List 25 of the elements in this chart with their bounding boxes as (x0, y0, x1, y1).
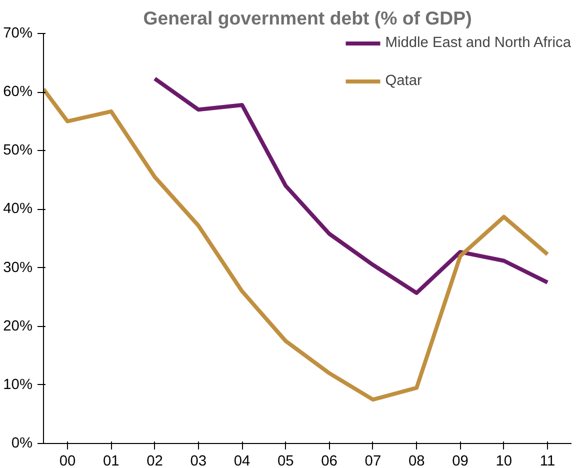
x-tick-label: 08 (408, 454, 425, 468)
x-tick-label: 00 (59, 454, 76, 468)
y-tick-label: 50% (3, 142, 33, 159)
legend-label: Qatar (385, 73, 422, 89)
y-tick-label: 70% (3, 26, 33, 42)
x-tick-label: 05 (278, 454, 294, 468)
x-tick-label: 06 (321, 454, 338, 468)
x-tick-label: 11 (540, 454, 556, 468)
x-tick-label: 01 (102, 454, 120, 468)
x-tick-label: 09 (452, 454, 468, 468)
x-tick-label: 02 (146, 454, 163, 468)
x-tick-label: 07 (364, 454, 382, 468)
chart-title: General government debt (% of GDP) (143, 8, 472, 28)
legend-label: Middle East and North Africa (385, 35, 571, 51)
line-series (44, 87, 550, 402)
y-tick-label: 20% (3, 318, 33, 334)
y-tick-label: 30% (3, 260, 33, 276)
x-tick-label: 03 (190, 454, 207, 468)
y-tick-label: 60% (3, 84, 33, 100)
y-tick-label: 10% (3, 376, 33, 393)
line-series (152, 76, 550, 295)
y-tick-label: 40% (3, 201, 33, 218)
y-tick-label: 0% (11, 436, 33, 452)
x-tick-label: 10 (496, 454, 512, 468)
x-tick-label: 04 (234, 454, 250, 468)
